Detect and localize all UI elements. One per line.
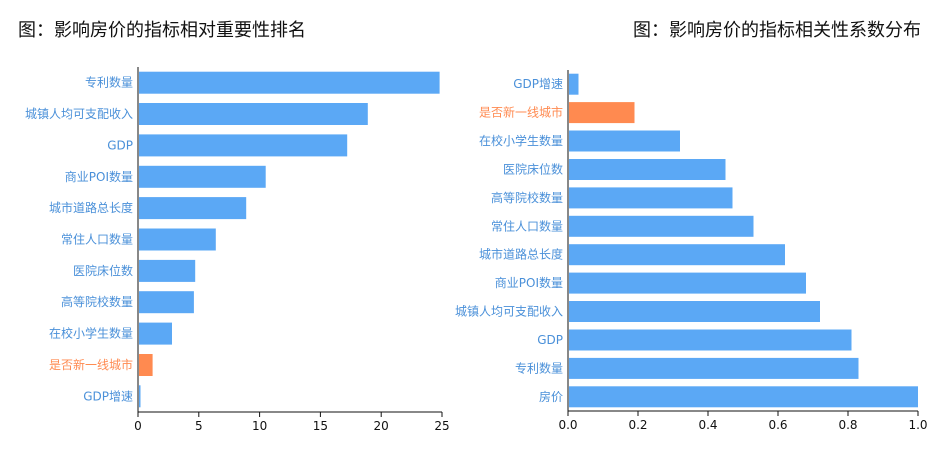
right-x-tick-label-3: 0.6	[768, 418, 787, 432]
right-bar-7	[569, 272, 806, 294]
left-x-tick-label-5: 25	[434, 419, 449, 433]
left-bar-8	[139, 322, 172, 345]
right-x-tick-label-4: 0.8	[838, 418, 857, 432]
right-bar-2	[569, 130, 680, 152]
right-x-tick-label-2: 0.4	[698, 418, 717, 432]
right-category-label-11: 房价	[539, 389, 563, 404]
left-bar-2	[139, 134, 348, 157]
right-bar-10	[569, 357, 859, 379]
left-bar-6	[139, 259, 196, 282]
right-category-label-6: 城市道路总长度	[479, 247, 563, 262]
right-category-label-1: 是否新一线城市	[479, 105, 563, 120]
right-category-label-8: 城镇人均可支配收入	[455, 305, 563, 319]
right-bar-3	[569, 159, 726, 180]
right-bar-11	[569, 386, 918, 408]
right-bar-1	[569, 102, 635, 124]
right-x-tick-label-1: 0.2	[628, 418, 647, 432]
left-category-label-6: 医院床位数	[73, 263, 133, 278]
left-bar-9	[139, 354, 153, 376]
right-category-label-9: GDP	[537, 333, 563, 347]
left-category-label-2: GDP	[107, 138, 133, 152]
left-x-tick-label-4: 20	[374, 419, 389, 433]
right-chart-title: 图：影响房价的指标相关性系数分布	[633, 20, 921, 41]
left-bar-0	[139, 71, 440, 94]
left-x-tick-label-1: 5	[195, 419, 203, 433]
left-bar-5	[139, 228, 216, 251]
left-category-label-0: 专利数量	[85, 75, 133, 90]
left-x-tick-label-3: 15	[313, 419, 328, 433]
right-x-tick-label-5: 1.0	[908, 418, 927, 432]
right-x-tick-label-0: 0.0	[558, 418, 577, 432]
right-category-label-0: GDP增速	[513, 77, 563, 91]
left-bar-10	[139, 385, 141, 408]
right-category-label-4: 高等院校数量	[491, 190, 563, 205]
left-bar-1	[139, 103, 368, 125]
right-category-label-5: 常住人口数量	[491, 218, 563, 233]
left-x-tick-label-0: 0	[134, 419, 142, 433]
left-bar-4	[139, 197, 247, 220]
left-category-label-5: 常住人口数量	[61, 232, 133, 247]
left-bar-3	[139, 165, 266, 188]
left-x-tick-label-2: 10	[252, 419, 267, 433]
right-category-label-2: 在校小学生数量	[479, 133, 563, 148]
right-bar-0	[569, 73, 579, 95]
right-category-label-10: 专利数量	[515, 360, 563, 375]
left-category-label-8: 在校小学生数量	[49, 326, 133, 341]
left-chart-title: 图：影响房价的指标相对重要性排名	[18, 20, 306, 41]
right-bar-9	[569, 329, 852, 351]
right-bar-6	[569, 244, 785, 266]
right-bar-8	[569, 301, 820, 322]
right-bar-4	[569, 187, 733, 209]
right-category-label-3: 医院床位数	[503, 162, 563, 177]
left-category-label-10: GDP增速	[83, 389, 133, 403]
left-category-label-1: 城镇人均可支配收入	[25, 107, 133, 121]
left-category-label-9: 是否新一线城市	[49, 357, 133, 372]
left-category-label-3: 商业POI数量	[65, 169, 133, 184]
left-bar-7	[139, 291, 194, 314]
right-category-label-7: 商业POI数量	[495, 275, 563, 290]
left-category-label-4: 城市道路总长度	[49, 200, 133, 215]
right-bar-5	[569, 215, 754, 237]
left-category-label-7: 高等院校数量	[61, 294, 133, 309]
